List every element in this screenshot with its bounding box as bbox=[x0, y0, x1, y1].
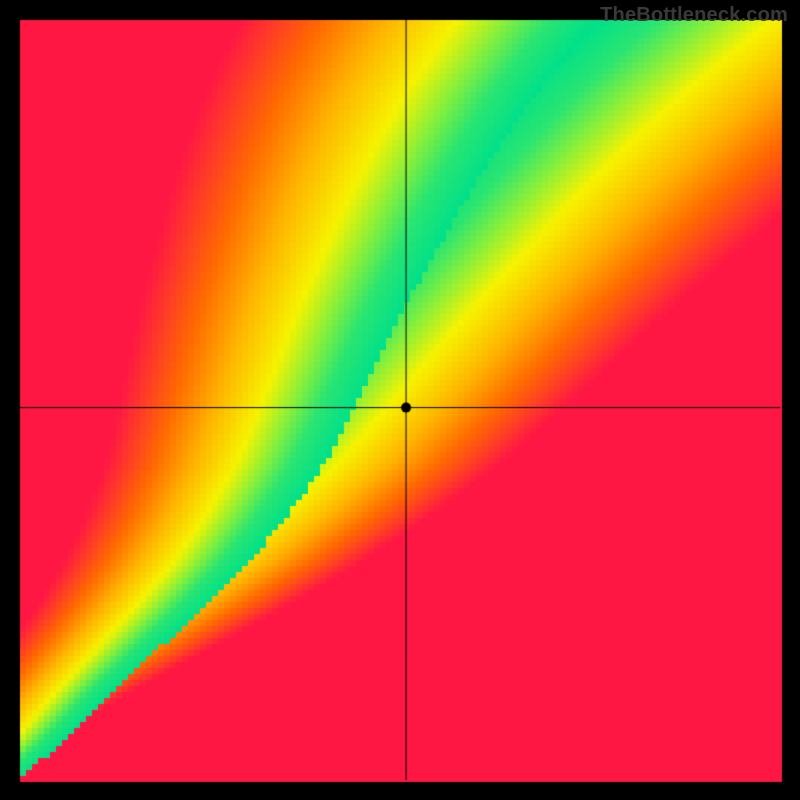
source-watermark: TheBottleneck.com bbox=[600, 4, 788, 27]
bottleneck-heatmap-canvas bbox=[0, 0, 800, 800]
chart-container: TheBottleneck.com bbox=[0, 0, 800, 800]
